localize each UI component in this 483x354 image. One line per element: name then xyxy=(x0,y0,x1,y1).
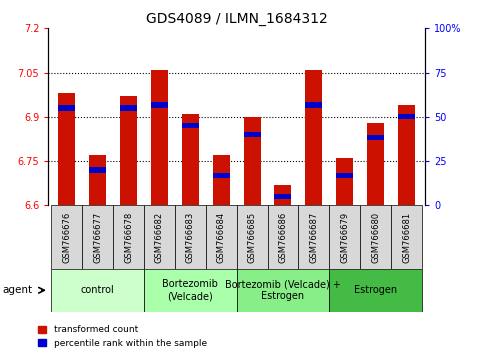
Text: GSM766676: GSM766676 xyxy=(62,212,71,263)
Bar xyxy=(213,155,230,205)
Text: Bortezomib (Velcade) +
Estrogen: Bortezomib (Velcade) + Estrogen xyxy=(225,279,341,301)
Text: agent: agent xyxy=(2,285,32,295)
Bar xyxy=(82,205,113,269)
Bar xyxy=(367,135,384,140)
Text: GSM766687: GSM766687 xyxy=(310,212,318,263)
Bar xyxy=(360,205,391,269)
Bar xyxy=(213,173,230,178)
Bar xyxy=(237,205,268,269)
Bar xyxy=(89,167,106,172)
Text: GSM766681: GSM766681 xyxy=(402,212,411,263)
Bar xyxy=(144,205,175,269)
Bar xyxy=(243,117,261,205)
Bar xyxy=(151,102,168,108)
Bar xyxy=(329,269,422,312)
Bar xyxy=(175,205,206,269)
Title: GDS4089 / ILMN_1684312: GDS4089 / ILMN_1684312 xyxy=(146,12,327,26)
Bar xyxy=(329,205,360,269)
Bar xyxy=(113,205,144,269)
Bar xyxy=(274,185,291,205)
Text: Estrogen: Estrogen xyxy=(354,285,397,295)
Bar xyxy=(120,96,137,205)
Bar xyxy=(305,70,322,205)
Text: control: control xyxy=(81,285,114,295)
Bar xyxy=(182,114,199,205)
Bar xyxy=(243,132,261,137)
Bar xyxy=(206,205,237,269)
Bar xyxy=(367,123,384,205)
Bar xyxy=(58,105,75,110)
Text: GSM766686: GSM766686 xyxy=(279,212,287,263)
Legend: transformed count, percentile rank within the sample: transformed count, percentile rank withi… xyxy=(38,325,207,348)
Bar xyxy=(398,105,415,205)
Text: GSM766683: GSM766683 xyxy=(186,212,195,263)
Bar xyxy=(237,269,329,312)
Text: GSM766680: GSM766680 xyxy=(371,212,380,263)
Bar xyxy=(305,102,322,108)
Bar xyxy=(120,105,137,110)
Text: GSM766679: GSM766679 xyxy=(340,212,349,263)
Text: GSM766678: GSM766678 xyxy=(124,212,133,263)
Bar xyxy=(398,114,415,119)
Bar xyxy=(298,205,329,269)
Text: GSM766682: GSM766682 xyxy=(155,212,164,263)
Bar xyxy=(51,269,144,312)
Bar xyxy=(336,158,353,205)
Bar xyxy=(336,173,353,178)
Bar xyxy=(89,155,106,205)
Bar xyxy=(274,194,291,199)
Bar xyxy=(391,205,422,269)
Bar xyxy=(182,123,199,128)
Text: Bortezomib
(Velcade): Bortezomib (Velcade) xyxy=(162,279,218,301)
Text: GSM766677: GSM766677 xyxy=(93,212,102,263)
Bar xyxy=(51,205,82,269)
Text: GSM766684: GSM766684 xyxy=(217,212,226,263)
Bar xyxy=(268,205,298,269)
Bar xyxy=(144,269,237,312)
Bar xyxy=(151,70,168,205)
Bar xyxy=(58,93,75,205)
Text: GSM766685: GSM766685 xyxy=(248,212,256,263)
